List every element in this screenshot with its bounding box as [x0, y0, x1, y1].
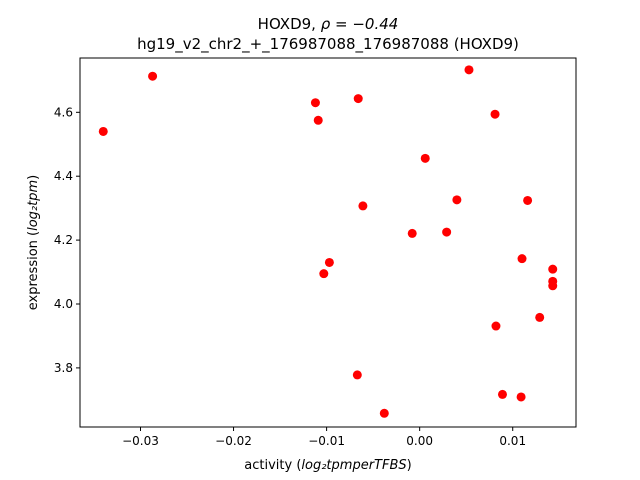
chart-title-line1: HOXD9, ρ = −0.44: [258, 15, 399, 33]
data-point-9: [358, 201, 368, 211]
data-point-14: [452, 195, 462, 205]
x-tick-label: −0.03: [122, 434, 159, 448]
data-points: [98, 65, 558, 418]
data-point-23: [548, 264, 558, 274]
y-axis-ticks: 3.8 4.0 4.2 4.4 4.6: [54, 105, 80, 375]
x-axis-ticks: −0.03 −0.02 −0.01 0.00 0.01: [122, 427, 526, 448]
y-tick-label: 4.6: [54, 105, 73, 119]
data-point-11: [407, 228, 417, 238]
data-point-18: [497, 389, 507, 399]
data-point-22: [535, 312, 545, 322]
x-tick-label: −0.02: [215, 434, 252, 448]
data-point-13: [442, 227, 452, 237]
data-point-6: [324, 257, 334, 267]
data-point-7: [352, 370, 362, 380]
x-tick-label: −0.01: [308, 434, 345, 448]
y-axis-label: expression (log₂tpm): [26, 175, 41, 310]
y-tick-label: 3.8: [54, 361, 73, 375]
data-point-4: [313, 115, 323, 125]
data-point-19: [516, 392, 526, 402]
y-tick-label: 4.4: [54, 169, 73, 183]
plot-frame: [79, 57, 577, 428]
x-tick-label: 0.01: [499, 434, 526, 448]
data-point-16: [490, 109, 500, 119]
data-point-15: [464, 65, 474, 75]
data-point-2: [148, 71, 158, 81]
x-tick-label: 0.00: [406, 434, 433, 448]
y-tick-label: 4.2: [54, 233, 73, 247]
data-point-12: [420, 153, 430, 163]
data-point-3: [310, 98, 320, 108]
chart-title-line2: hg19_v2_chr2_+_176987088_176987088 (HOXD…: [137, 35, 519, 54]
data-point-1: [98, 126, 108, 136]
data-point-25: [548, 281, 558, 291]
data-point-8: [353, 94, 363, 104]
x-axis-label: activity (log₂tpmperTFBS): [244, 458, 411, 473]
data-point-21: [523, 195, 533, 205]
data-point-5: [319, 269, 329, 279]
data-point-10: [379, 408, 389, 418]
data-point-17: [491, 321, 501, 331]
data-point-20: [517, 254, 527, 264]
y-tick-label: 4.0: [54, 297, 73, 311]
